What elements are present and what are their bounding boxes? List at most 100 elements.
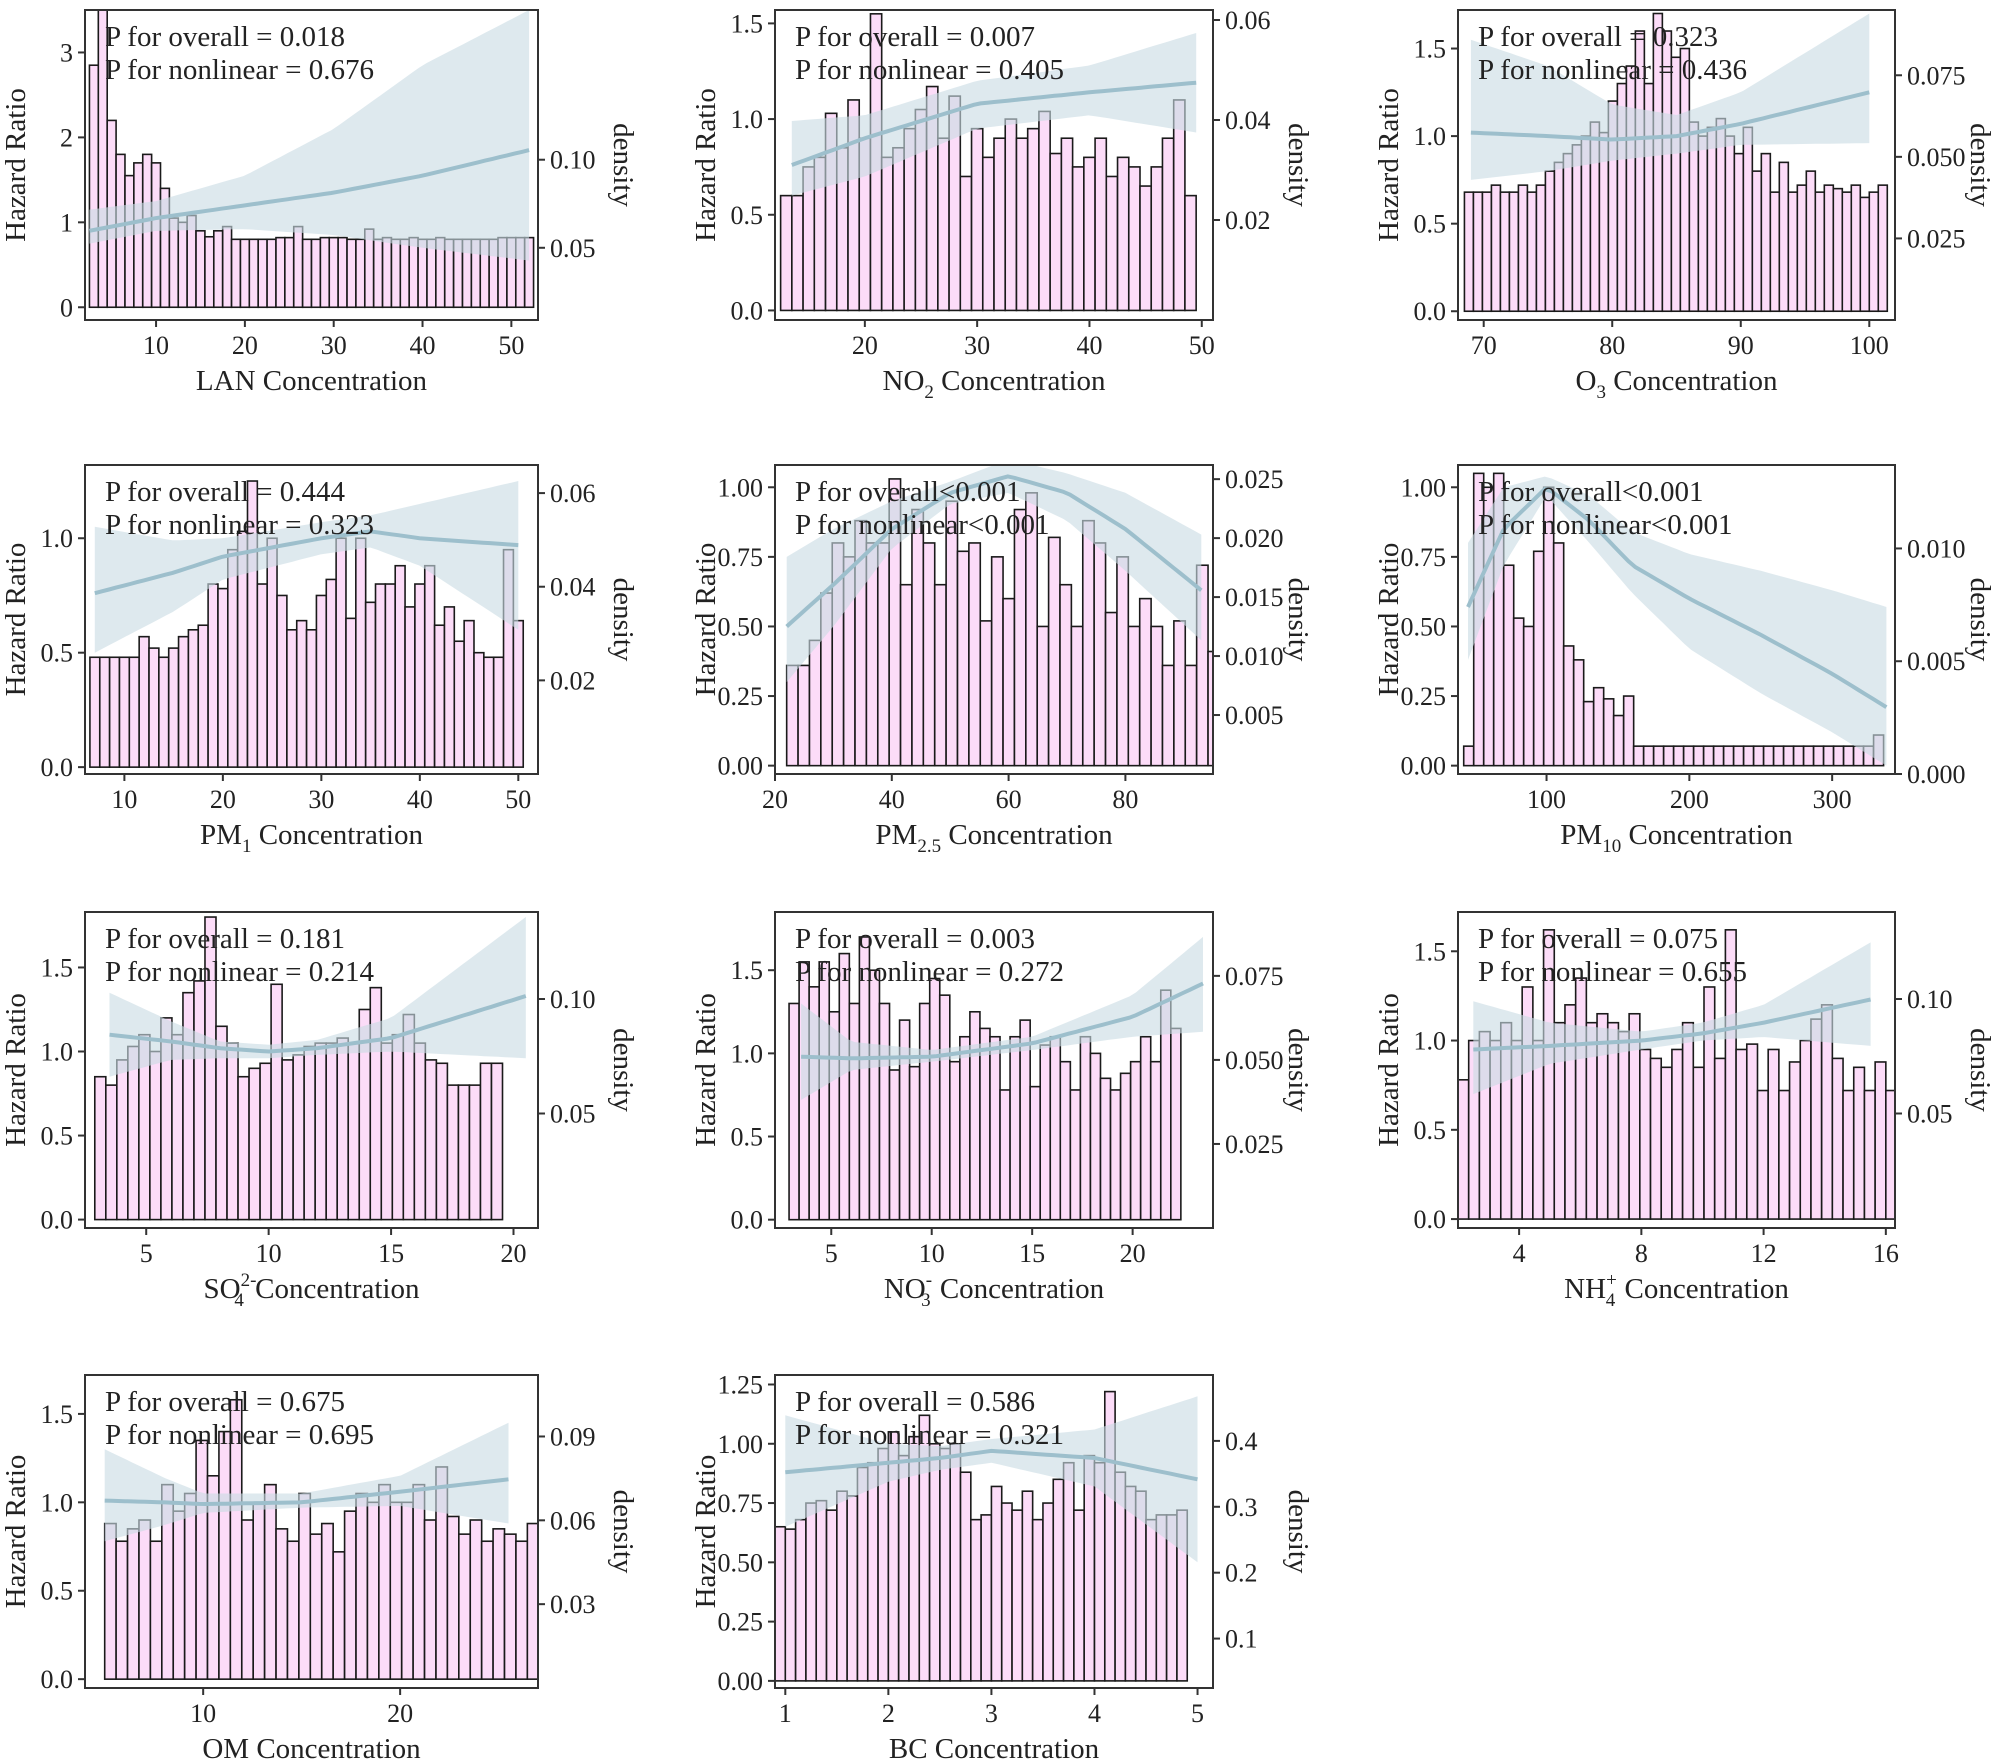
histogram-bar xyxy=(1073,1509,1085,1682)
x-tick-label: 200 xyxy=(1670,785,1709,814)
y-tick-label: 1.00 xyxy=(718,473,764,502)
histogram-bar xyxy=(523,236,535,309)
y2-tick-label: 0.02 xyxy=(550,666,596,695)
x-tick-label: 8 xyxy=(1635,1239,1648,1268)
confidence-band xyxy=(94,481,519,653)
histogram-bar xyxy=(237,1075,250,1221)
histogram-bar xyxy=(423,564,436,768)
y-tick-label: 0.5 xyxy=(41,639,74,668)
y-tick-label: 0.5 xyxy=(1414,1116,1447,1145)
x-tick-label: 3 xyxy=(985,1699,998,1728)
histogram-bar xyxy=(836,1490,848,1682)
plot-frame xyxy=(84,1374,539,1689)
histogram-bar xyxy=(1104,611,1118,767)
plot-area xyxy=(1458,929,1950,1220)
histogram-bar xyxy=(256,583,268,768)
x-tick-label: 2 xyxy=(882,1699,895,1728)
histogram-bar xyxy=(1939,1067,1950,1219)
y-tick-label: 0.0 xyxy=(731,1206,764,1235)
y-axis-title: Hazard Ratio xyxy=(0,88,32,242)
y2-tick-label: 0.05 xyxy=(550,234,596,263)
histogram-bar xyxy=(1842,1089,1855,1220)
histogram-bar xyxy=(355,1492,369,1680)
histogram-bar xyxy=(149,1540,163,1680)
histogram-bar xyxy=(1544,170,1556,313)
histogram-bar xyxy=(1778,161,1790,313)
histogram-bar xyxy=(355,238,366,309)
histogram-bar xyxy=(417,238,428,309)
histogram-bar xyxy=(378,1483,392,1680)
x-axis-title: PM10 Concentration xyxy=(1560,819,1793,857)
histogram-bar xyxy=(1039,1044,1052,1221)
histogram-bar xyxy=(1571,144,1583,313)
x-tick-label: 50 xyxy=(498,331,524,360)
x-axis-title-main: OM Concentration xyxy=(202,1733,421,1762)
histogram-bar xyxy=(968,542,982,767)
y-tick-label: 0.75 xyxy=(718,1489,764,1518)
y2-tick-label: 0.05 xyxy=(1907,1100,1953,1129)
histogram-bar xyxy=(270,983,283,1221)
confidence-band xyxy=(89,10,530,261)
y2-axis-title: density xyxy=(607,578,639,662)
histogram-bar xyxy=(1013,508,1027,767)
y-tick-label: 0.00 xyxy=(718,1667,764,1696)
histogram-bar xyxy=(1502,564,1515,767)
x-axis-title: NO-3 Concentration xyxy=(884,1270,1105,1311)
histogram-bar xyxy=(1822,745,1835,767)
histogram-bar xyxy=(187,628,200,768)
histogram-bar xyxy=(335,537,347,768)
y-tick-label: 0.75 xyxy=(718,543,764,572)
histogram-bar xyxy=(1512,617,1525,767)
x-axis-title: PM2.5 Concentration xyxy=(875,819,1113,857)
y-axis-title: Hazard Ratio xyxy=(1373,993,1405,1147)
x-axis-title-tail: Concentration xyxy=(1617,1273,1789,1305)
plot-frame xyxy=(84,464,539,775)
y2-axis-title: density xyxy=(607,1490,639,1574)
histogram-bar xyxy=(1810,1018,1823,1220)
histogram-bar xyxy=(1463,191,1475,313)
histogram-bar xyxy=(1713,1057,1727,1220)
histogram-bar xyxy=(380,1042,394,1221)
histogram-bar xyxy=(1059,583,1073,767)
plot-frame xyxy=(774,1374,1214,1689)
x-tick-label: 10 xyxy=(256,1239,282,1268)
p-overall-annotation: P for overall = 0.003 xyxy=(795,923,1035,955)
x-axis-title-tail: Concentration xyxy=(248,1273,420,1305)
p-nonlinear-annotation: P for nonlinear = 0.405 xyxy=(795,54,1064,86)
y-tick-label: 0.5 xyxy=(41,1122,74,1151)
histogram-bar xyxy=(492,1528,506,1680)
p-nonlinear-annotation: P for nonlinear = 0.676 xyxy=(105,54,374,86)
histogram-bar xyxy=(866,1461,879,1682)
histogram-bar xyxy=(303,1045,316,1221)
histogram-bar xyxy=(928,977,941,1221)
histogram-bar xyxy=(1778,1089,1791,1220)
confidence-band xyxy=(785,1396,1198,1563)
x-tick-label: 10 xyxy=(919,1239,945,1268)
histogram-bar xyxy=(1047,536,1061,767)
p-nonlinear-annotation: P for nonlinear = 0.655 xyxy=(1478,956,1747,988)
histogram-bar xyxy=(1632,745,1645,767)
histogram-bar xyxy=(93,1075,107,1221)
x-tick-label: 10 xyxy=(190,1699,216,1728)
y-tick-label: 0.5 xyxy=(731,1123,764,1152)
y2-tick-label: 0.4 xyxy=(1225,1427,1258,1456)
histogram-bar xyxy=(949,1442,962,1682)
histogram-bar xyxy=(1184,194,1197,312)
histogram-bar xyxy=(346,238,357,309)
histogram-bar xyxy=(433,624,446,768)
histogram-bar xyxy=(1897,1073,1908,1219)
plot-frame xyxy=(1457,9,1896,321)
y-tick-label: 1.25 xyxy=(718,1370,764,1399)
histogram-bar xyxy=(463,619,475,768)
histogram-bar xyxy=(1745,1043,1759,1220)
histogram-bar xyxy=(1170,1027,1182,1221)
y2-tick-label: 0.10 xyxy=(550,985,596,1014)
x-tick-label: 80 xyxy=(1599,331,1625,360)
y2-tick-label: 0.025 xyxy=(1225,1130,1284,1159)
y-tick-label: 1.0 xyxy=(1414,122,1447,151)
histogram-bar xyxy=(118,656,131,768)
histogram-bar xyxy=(846,1495,859,1682)
histogram-bar xyxy=(1093,1461,1106,1682)
histogram-bar xyxy=(149,1050,162,1221)
panel-pm1: 0.0 0.5 1.0 0.02 0.04 0.06 10 20 30 40 50 Hazard Ra… xyxy=(0,464,639,857)
